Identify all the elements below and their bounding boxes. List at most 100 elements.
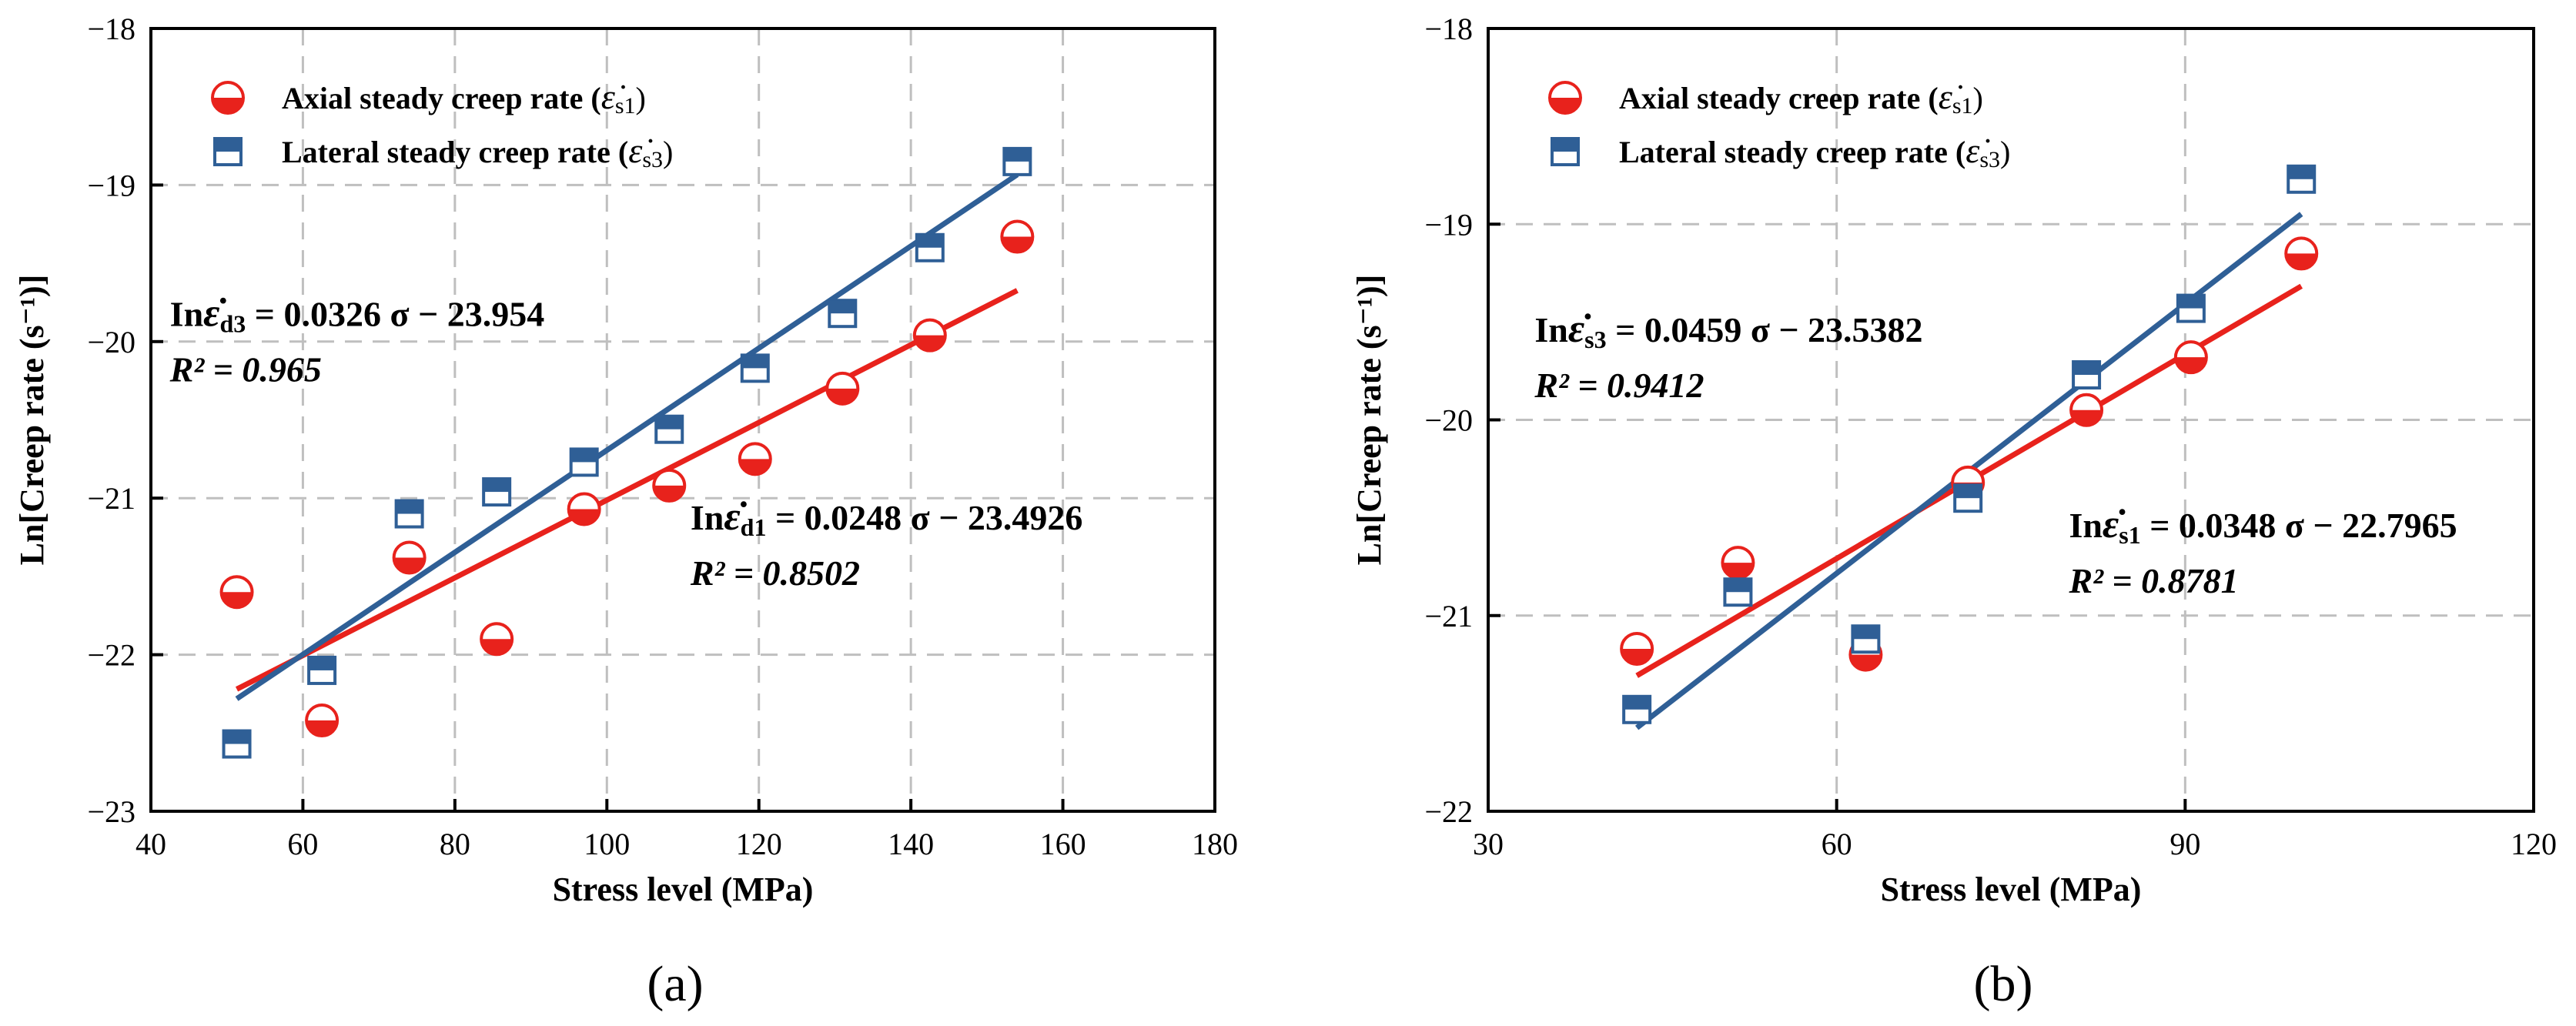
equation-prefix: In — [691, 498, 724, 537]
equation-prefix: In — [2069, 506, 2102, 545]
data-point — [1723, 577, 1753, 607]
x-tick-label: 160 — [1040, 827, 1086, 861]
data-point — [2176, 293, 2206, 323]
legend-text: Lateral steady creep rate ( — [1619, 135, 1965, 169]
marker-fill — [1624, 696, 1651, 710]
marker-fill — [1550, 98, 1581, 113]
panel-label: (a) — [647, 956, 703, 1012]
x-tick-label: 90 — [2170, 827, 2200, 861]
marker-fill — [306, 720, 338, 737]
data-point — [2072, 360, 2102, 390]
marker-fill — [916, 234, 943, 248]
marker-fill — [1621, 648, 1653, 664]
fit-line — [235, 288, 1019, 692]
data-point — [569, 447, 599, 477]
equation-rest: = 0.0459 σ − 23.5382 — [1607, 310, 1923, 349]
data-point — [915, 232, 945, 262]
data-point — [1548, 81, 1582, 115]
legend-text: Axial steady creep rate ( — [1619, 81, 1939, 115]
data-point — [1000, 219, 1035, 254]
data-point — [567, 492, 601, 526]
marker-fill — [2177, 295, 2204, 309]
data-point — [1002, 146, 1032, 176]
data-point — [2284, 236, 2319, 271]
marker-fill — [1725, 579, 1751, 593]
data-point — [2287, 164, 2317, 194]
r-squared: R² = 0.8502 — [690, 553, 860, 593]
equation-subscript: d1 — [741, 513, 767, 541]
equation-rest: = 0.0348 σ − 22.7965 — [2141, 506, 2457, 545]
x-tick-label: 120 — [736, 827, 782, 861]
chart-panel-b: 30 60 90 120 −18 −19 −20 −21 −22 Stress level (MP… — [1288, 0, 2576, 1022]
data-point — [219, 575, 254, 610]
x-tick-label: 60 — [287, 827, 318, 861]
data-point — [1721, 546, 1755, 580]
y-tick-label: −18 — [87, 12, 135, 46]
marker-fill — [1552, 139, 1578, 152]
marker-fill — [1004, 148, 1031, 162]
data-point — [213, 137, 243, 166]
x-axis-title: Stress level (MPa) — [1881, 871, 2142, 908]
data-point — [828, 299, 858, 329]
data-point — [307, 655, 337, 685]
equation-subscript: s3 — [1584, 326, 1606, 353]
data-point — [2173, 340, 2208, 375]
legend-subscript: s1 — [1952, 93, 1973, 119]
r-squared: R² = 0.9412 — [1534, 366, 1704, 405]
fit-equation: Inε̇d3 = 0.0326 σ − 23.954 — [170, 291, 545, 337]
plot-frame — [149, 27, 1216, 813]
marker-fill — [2071, 409, 2103, 426]
chart-b-svg: 30 60 90 120 −18 −19 −20 −21 −22 Stress level (MP… — [1350, 12, 2557, 1012]
data-point — [652, 468, 687, 503]
chart-a-svg: 40 60 80 100 120 140 160 180 −18 −19 −20 −21 −22 −23 S… — [13, 12, 1238, 1012]
marker-fill — [2175, 357, 2206, 373]
y-tick-label: −18 — [1424, 12, 1473, 46]
marker-fill — [1002, 236, 1033, 252]
data-point — [392, 540, 427, 575]
marker-fill — [829, 300, 856, 314]
r-squared: R² = 0.965 — [169, 349, 322, 389]
x-tick-label: 80 — [440, 827, 470, 861]
marker-fill — [1722, 563, 1754, 579]
x-tick-label: 120 — [2511, 827, 2557, 861]
y-tick-label: −21 — [1424, 599, 1473, 633]
data-point — [1851, 624, 1881, 654]
fit-equation: Inε̇s1 = 0.0348 σ − 22.7965 — [2069, 503, 2457, 549]
legend-subscript: s3 — [1979, 147, 2000, 172]
y-tick-label: −19 — [87, 168, 135, 202]
y-tick-label: −21 — [87, 481, 135, 516]
data-point — [222, 729, 252, 759]
data-point — [1620, 631, 1654, 666]
marker-fill — [568, 509, 600, 525]
data-point — [482, 477, 512, 507]
data-point — [2069, 393, 2104, 427]
data-point — [740, 353, 770, 383]
x-tick-label: 60 — [1822, 827, 1852, 861]
marker-fill — [483, 479, 510, 493]
marker-fill — [1852, 626, 1879, 640]
equation-rest: = 0.0326 σ − 23.954 — [246, 294, 544, 333]
x-tick-label: 140 — [888, 827, 934, 861]
x-tick-label: 40 — [135, 827, 166, 861]
equation-subscript: d3 — [219, 309, 246, 337]
y-tick-label: −19 — [1424, 207, 1473, 242]
legend-subscript: s3 — [642, 147, 663, 172]
marker-fill — [741, 355, 768, 369]
legend-text: Lateral steady creep rate ( — [282, 135, 628, 169]
marker-fill — [739, 459, 771, 475]
fit-equation: Inε̇s3 = 0.0459 σ − 23.5382 — [1534, 307, 1922, 353]
data-point — [211, 81, 245, 115]
legend-text: Axial steady creep rate ( — [282, 81, 601, 115]
y-tick-label: −20 — [1424, 403, 1473, 438]
x-tick-label: 180 — [1192, 827, 1238, 861]
marker-fill — [212, 98, 243, 113]
r-squared: R² = 0.8781 — [2068, 561, 2238, 600]
legend-entry-label: Lateral steady creep rate (ε̇s3) — [1619, 131, 2010, 172]
marker-fill — [2288, 165, 2315, 179]
y-tick-label: −20 — [87, 325, 135, 359]
data-point — [1953, 483, 1983, 513]
data-point — [738, 442, 772, 476]
data-point — [1622, 694, 1652, 724]
marker-fill — [223, 730, 250, 744]
legend-close: ) — [636, 81, 646, 115]
